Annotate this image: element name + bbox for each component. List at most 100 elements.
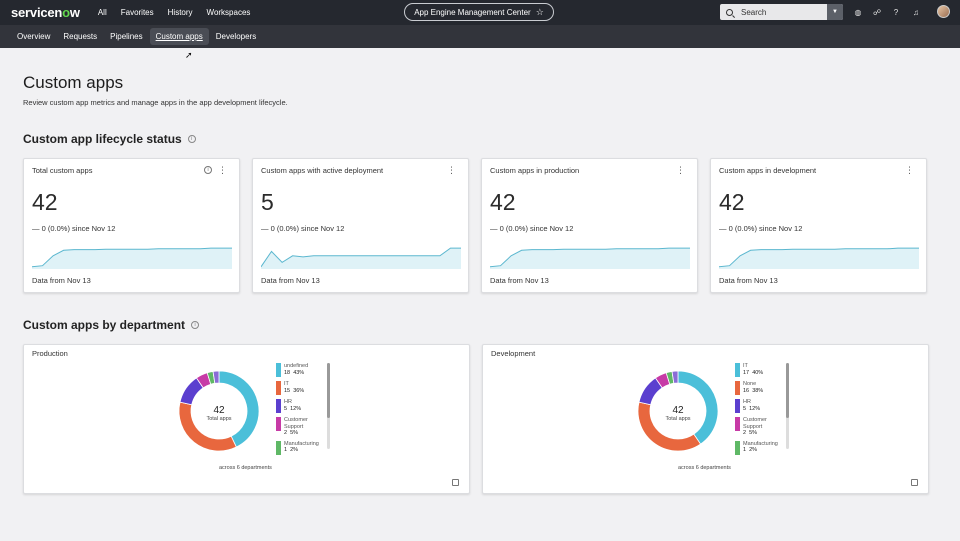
legend-item[interactable]: undefined 18 43% [276,363,328,377]
donut-slice[interactable] [178,401,237,452]
kpi-value: 42 [32,189,58,215]
help-icon[interactable]: ? [893,7,899,17]
donut-slice[interactable] [218,370,260,448]
kpi-value: 42 [719,189,745,215]
sparkline [719,247,919,269]
legend-label: HR [284,399,292,405]
kpi-footer: Data from Nov 13 [719,276,778,285]
legend-swatch [276,381,281,395]
info-icon[interactable]: i [191,321,200,329]
kpi-footer: Data from Nov 13 [32,276,91,285]
bell-icon[interactable]: ♫ [913,7,919,17]
search-input[interactable]: Search [741,7,767,17]
department-card-title: Development [491,349,536,358]
star-icon[interactable]: ☆ [535,6,544,17]
legend-item[interactable]: Customer Support 2 5% [735,417,787,437]
kpi-delta: — 0 (0.0%) since Nov 12 [719,224,802,233]
dash-icon: — [490,224,500,233]
kpi-delta: — 0 (0.0%) since Nov 12 [490,224,573,233]
department-card: Development 42 Total apps IT 17 40% None 16 38… [482,344,929,494]
app-title-pill[interactable]: App Engine Management Center ☆ [404,3,554,21]
kpi-card[interactable]: Custom apps with active deployment ⋮ 5 — 0 … [252,158,469,293]
legend-item[interactable]: HR 5 12% [735,399,787,413]
avatar[interactable] [937,5,950,18]
donut-legend: IT 17 40% None 16 38% HR 5 12% Customer Suppor… [735,363,787,459]
legend-value: 1 2% [284,447,299,453]
kpi-footer: Data from Nov 13 [490,276,549,285]
tab-developers[interactable]: Developers [215,32,257,41]
legend-item[interactable]: None 16 38% [735,381,787,395]
more-options-icon[interactable]: ⋮ [676,165,685,175]
kpi-value: 5 [261,189,274,215]
legend-item[interactable]: Manufacturing 1 2% [735,440,787,455]
info-icon[interactable]: i [187,135,196,143]
legend-item[interactable]: Manufacturing 1 2% [276,440,328,455]
globe-icon[interactable]: ◍ [854,7,862,17]
servicenow-logo[interactable]: servicenow [11,5,80,20]
dash-icon: — [719,224,729,233]
page-title: Custom apps [23,73,124,92]
section-department-heading: Custom apps by department i [23,318,200,332]
donut-slice[interactable] [212,370,220,384]
kpi-title: Custom apps with active deployment [261,166,384,175]
sparkline [261,247,461,269]
legend-swatch [276,440,281,455]
dash-icon: — [32,224,42,233]
kpi-title: Custom apps in production [490,166,580,175]
legend-value: 16 38% [743,387,764,394]
tab-pipelines[interactable]: Pipelines [110,32,143,41]
donut-slice[interactable] [637,401,702,452]
donut-total: 42 [672,405,684,416]
more-options-icon[interactable]: ⋮ [447,165,456,175]
chat-icon[interactable]: ☍ [872,7,882,17]
legend-label: Customer Support [743,417,767,430]
tab-requests[interactable]: Requests [63,32,98,41]
nav-workspaces[interactable]: Workspaces [206,8,251,17]
legend-scrollbar[interactable] [327,363,330,449]
app-title: App Engine Management Center [414,7,531,17]
donut-slice[interactable] [671,370,679,384]
nav-all[interactable]: All [97,8,107,17]
expand-icon[interactable] [911,479,918,486]
scrollbar-thumb[interactable] [786,363,789,418]
tab-overview[interactable]: Overview [17,32,51,41]
info-icon[interactable]: i [204,166,212,174]
legend-swatch [735,363,740,377]
expand-icon[interactable] [452,479,459,486]
more-options-icon[interactable]: ⋮ [905,165,914,175]
sparkline-line [719,247,919,268]
kpi-delta-text: 0 (0.0%) since Nov 12 [41,224,116,233]
legend-swatch [735,381,740,395]
legend-label: Customer Support [284,417,308,430]
legend-item[interactable]: Customer Support 2 5% [276,417,328,437]
chevron-down-icon[interactable]: ▼ [827,4,843,20]
tab-custom-apps[interactable]: Custom apps [149,28,209,45]
sparkline-area [719,248,919,269]
legend-swatch [735,417,740,431]
search-box[interactable]: Search ▼ [720,4,843,20]
kpi-card[interactable]: Custom apps in production ⋮ 42 — 0 (0.0%) s… [481,158,698,293]
sparkline-line [32,247,232,268]
mouse-cursor-icon: ➚ [185,50,193,60]
dash-icon: — [261,224,271,233]
sparkline-area [490,248,690,269]
nav-history[interactable]: History [167,8,193,17]
kpi-card[interactable]: Custom apps in development ⋮ 42 — 0 (0.0%) … [710,158,927,293]
legend-label: IT [284,381,289,387]
more-options-icon[interactable]: ⋮ [218,165,227,175]
legend-item[interactable]: HR 5 12% [276,399,328,413]
donut-slice[interactable] [677,370,719,445]
legend-value: 2 5% [284,430,299,436]
search-icon [726,8,733,16]
kpi-card[interactable]: Total custom apps i ⋮ 42 — 0 (0.0%) since No… [23,158,240,293]
legend-item[interactable]: IT 15 36% [276,381,328,395]
legend-value: 18 43% [284,369,305,376]
scrollbar-thumb[interactable] [327,363,330,418]
nav-favorites[interactable]: Favorites [120,8,154,17]
donut-legend: undefined 18 43% IT 15 36% HR 5 12% Customer S… [276,363,328,459]
legend-item[interactable]: IT 17 40% [735,363,787,377]
legend-scrollbar[interactable] [786,363,789,449]
section-department-title: Custom apps by department [23,318,186,332]
